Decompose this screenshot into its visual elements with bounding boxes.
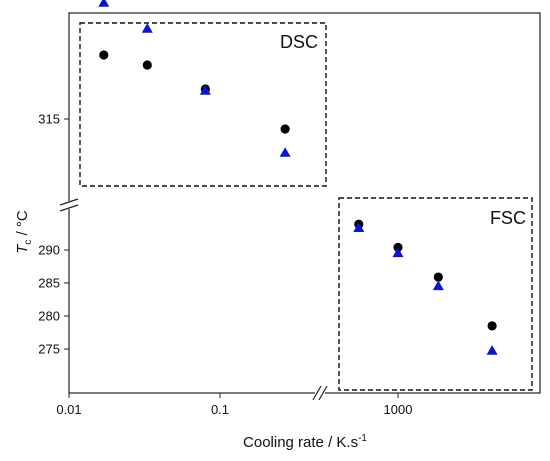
data-marks [98, 0, 498, 355]
region-box [79, 22, 327, 187]
data-point-circle [487, 321, 497, 331]
data-point-circle [433, 272, 443, 282]
region-box [338, 197, 533, 391]
x-break-slash [312, 385, 322, 401]
y-axis-label-main: T [14, 243, 31, 254]
x-tick-label: 0.1 [211, 402, 229, 417]
x-axis-label: Cooling rate / K.s-1 [243, 433, 367, 451]
plot-frame [68, 12, 541, 394]
x-tick-label: 0.01 [56, 402, 81, 417]
region-box-label: FSC [490, 208, 526, 228]
plot-border [68, 12, 541, 394]
x-axis-label-main: Cooling rate / K.s [243, 434, 358, 451]
data-point-circle [142, 60, 152, 70]
data-point-triangle [98, 0, 110, 7]
data-point-triangle [432, 280, 444, 291]
y-break-slash [59, 198, 79, 206]
y-tick-label: 290 [38, 243, 60, 258]
y-tick-label: 315 [38, 112, 60, 127]
region-boxes: DSC FSC [79, 22, 533, 391]
y-tick-label: 285 [38, 276, 60, 291]
data-point-triangle [392, 247, 404, 258]
x-tick-label: 1000 [384, 402, 413, 417]
y-axis-label-sub: c [23, 240, 34, 245]
y-break-slash [59, 204, 79, 212]
y-tick-label: 280 [38, 309, 60, 324]
x-break-gap [315, 384, 325, 402]
region-box-label: DSC [280, 32, 318, 52]
axis-breaks [59, 198, 328, 402]
data-point-circle [99, 50, 109, 60]
x-break-slash [318, 385, 328, 401]
data-point-triangle [141, 23, 153, 33]
axis-ticks: 0.01 0.1 1000 315 290 285 280 275 [38, 112, 412, 418]
x-axis-label-superscript: -1 [358, 433, 367, 444]
y-tick-label: 275 [38, 342, 60, 357]
y-axis-label-unit: / °C [14, 210, 31, 240]
data-point-triangle [353, 222, 365, 232]
y-break-gap [60, 201, 78, 209]
data-point-triangle [486, 345, 498, 355]
data-point-circle [393, 242, 403, 252]
data-point-triangle [199, 85, 211, 95]
y-axis-label: Tc / °C [14, 210, 34, 254]
data-point-circle [280, 124, 290, 134]
data-point-triangle [279, 147, 291, 157]
